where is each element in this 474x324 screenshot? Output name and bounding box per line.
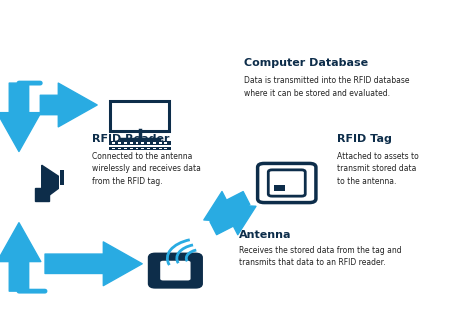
FancyBboxPatch shape: [110, 101, 169, 131]
Text: Data is transmitted into the RFID database
where it can be stored and evaluated.: Data is transmitted into the RFID databa…: [244, 76, 410, 98]
FancyBboxPatch shape: [257, 163, 316, 202]
FancyBboxPatch shape: [60, 177, 64, 185]
Text: RFID Reader: RFID Reader: [92, 134, 170, 144]
Text: Attached to assets to
transmit stored data
to the antenna.: Attached to assets to transmit stored da…: [337, 152, 418, 186]
Polygon shape: [42, 165, 58, 201]
Text: Receives the stored data from the tag and
transmits that data to an RFID reader.: Receives the stored data from the tag an…: [239, 246, 402, 268]
Text: RFID Tag: RFID Tag: [337, 134, 392, 144]
FancyBboxPatch shape: [149, 254, 201, 287]
FancyBboxPatch shape: [274, 185, 285, 191]
FancyBboxPatch shape: [60, 173, 64, 184]
FancyBboxPatch shape: [60, 169, 64, 184]
Text: Computer Database: Computer Database: [244, 58, 368, 68]
Text: Antenna: Antenna: [239, 229, 292, 239]
Text: Basic RFID System: Basic RFID System: [113, 13, 361, 37]
Polygon shape: [35, 189, 49, 201]
FancyBboxPatch shape: [160, 261, 191, 281]
Text: Connected to the antenna
wirelessly and receives data
from the RFID tag.: Connected to the antenna wirelessly and …: [92, 152, 201, 186]
